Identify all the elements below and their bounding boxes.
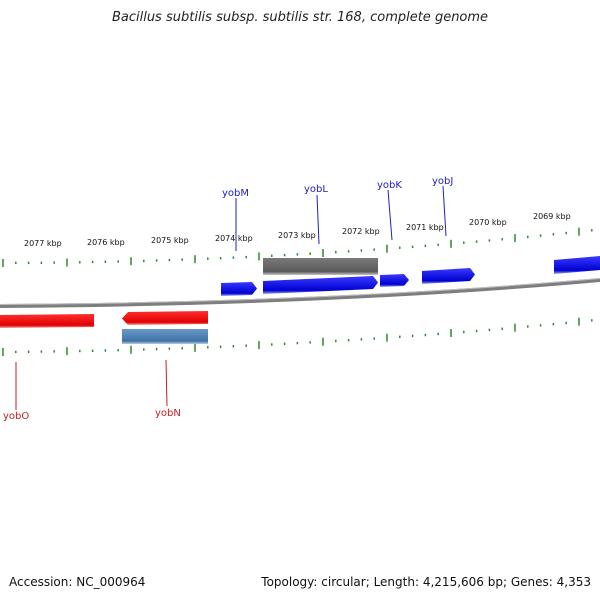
accession-label: Accession: [9, 575, 73, 589]
topology-label: Topology: [261, 575, 318, 589]
forward-gene-track [221, 256, 600, 296]
kbp-label: 2076 kbp [87, 238, 125, 247]
gene-yobM-arrow[interactable] [221, 282, 257, 296]
genome-title: Bacillus subtilis subsp. subtilis str. 1… [111, 10, 489, 25]
gene-label-leaders [15, 185, 447, 410]
leader-yobN [165, 359, 168, 407]
gene-yobL-arrow[interactable] [263, 276, 378, 294]
kbp-scale-labels: 2077 kbp 2076 kbp 2075 kbp 2074 kbp 2073… [24, 212, 571, 248]
inner-scale-ring [2, 317, 593, 356]
genome-backbone [0, 278, 600, 308]
kbp-label: 2071 kbp [406, 223, 444, 232]
genome-summary: Topology: circular; Length: 4,215,606 bp… [261, 575, 591, 589]
gene-yobO-arrow[interactable] [0, 314, 94, 328]
leader-yobL [316, 194, 320, 245]
genes-value: 4,353 [556, 575, 591, 589]
gene-yobN-arrow[interactable] [122, 311, 208, 325]
gene-label-yobK[interactable]: yobK [377, 180, 402, 191]
kbp-label: 2073 kbp [278, 231, 316, 240]
gene-offscreen-forward-block[interactable] [554, 256, 600, 274]
gray-feature-block[interactable] [263, 258, 378, 275]
gene-label-yobN[interactable]: yobN [155, 408, 181, 419]
kbp-label: 2072 kbp [342, 227, 380, 236]
leader-yobJ [442, 185, 447, 237]
gene-yobJ-arrow[interactable] [422, 268, 475, 284]
gene-label-yobL[interactable]: yobL [304, 184, 328, 195]
accession-info: Accession: NC_000964 [9, 575, 145, 589]
topology-value: circular [321, 575, 366, 589]
kbp-label: 2070 kbp [469, 218, 507, 227]
gene-label-yobM[interactable]: yobM [222, 188, 249, 199]
gene-labels: yobM yobL yobK yobJ yobO yobN [3, 176, 453, 422]
outer-scale-ring [2, 227, 593, 267]
leader-yobK [387, 189, 393, 241]
gene-yobK-arrow[interactable] [380, 274, 409, 287]
steel-feature-block[interactable] [122, 329, 208, 344]
gene-label-yobJ[interactable]: yobJ [432, 176, 453, 187]
genome-backbone-highlight [0, 278, 600, 305]
kbp-label: 2077 kbp [24, 239, 62, 248]
kbp-label: 2074 kbp [215, 234, 253, 243]
reverse-gene-track [0, 311, 208, 328]
kbp-label: 2069 kbp [533, 212, 571, 221]
gene-label-yobO[interactable]: yobO [3, 411, 29, 422]
length-label: Length: [373, 575, 420, 589]
kbp-label: 2075 kbp [151, 236, 189, 245]
length-value: 4,215,606 bp [422, 575, 503, 589]
accession-value: NC_000964 [76, 575, 146, 589]
genes-label: Genes: [510, 575, 553, 589]
